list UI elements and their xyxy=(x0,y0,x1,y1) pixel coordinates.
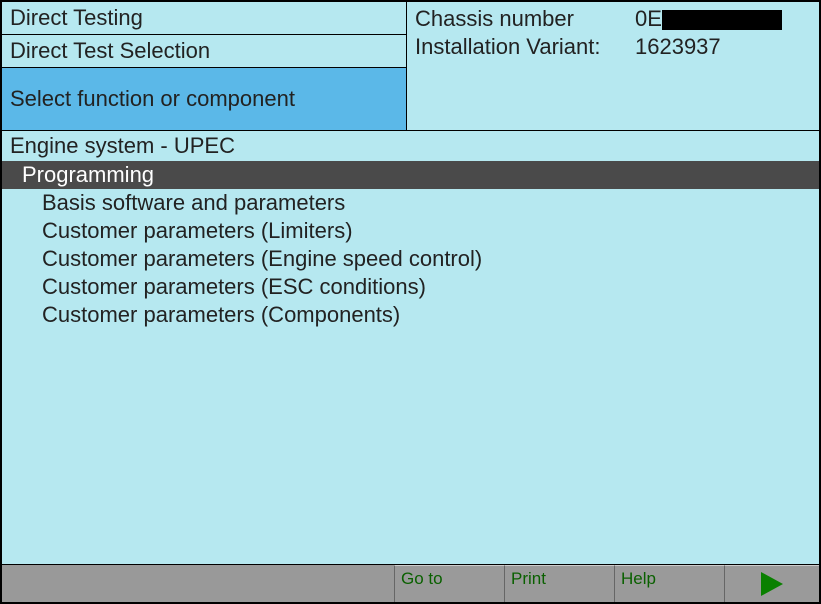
header-right: Chassis number 0E Installation Variant: … xyxy=(407,2,819,130)
section-title: Engine system - UPEC xyxy=(2,131,819,161)
goto-button[interactable]: Go to xyxy=(394,565,504,602)
redacted-block xyxy=(662,10,782,30)
breadcrumb-2[interactable]: Direct Test Selection xyxy=(2,35,407,68)
install-line: Installation Variant: 1623937 xyxy=(415,34,811,60)
breadcrumb-3[interactable]: Select function or component xyxy=(2,68,407,130)
list-item[interactable]: Customer parameters (Components) xyxy=(2,301,819,329)
chassis-label: Chassis number xyxy=(415,6,635,32)
app-window: Direct Testing Direct Test Selection Sel… xyxy=(0,0,821,604)
install-value: 1623937 xyxy=(635,34,811,60)
breadcrumb-1[interactable]: Direct Testing xyxy=(2,2,407,35)
chassis-line: Chassis number 0E xyxy=(415,6,811,32)
chassis-value-text: 0E xyxy=(635,6,662,31)
bottom-spacer xyxy=(2,565,394,602)
function-list: ProgrammingBasis software and parameters… xyxy=(2,161,819,564)
list-item[interactable]: Basis software and parameters xyxy=(2,189,819,217)
play-button[interactable] xyxy=(724,565,819,602)
list-item[interactable]: Programming xyxy=(2,161,819,189)
play-icon xyxy=(761,572,783,596)
list-item[interactable]: Customer parameters (Engine speed contro… xyxy=(2,245,819,273)
bottom-bar: Go to Print Help xyxy=(2,564,819,602)
header: Direct Testing Direct Test Selection Sel… xyxy=(2,2,819,131)
list-item[interactable]: Customer parameters (ESC conditions) xyxy=(2,273,819,301)
chassis-value: 0E xyxy=(635,6,811,32)
help-button[interactable]: Help xyxy=(614,565,724,602)
header-left: Direct Testing Direct Test Selection Sel… xyxy=(2,2,407,130)
list-item[interactable]: Customer parameters (Limiters) xyxy=(2,217,819,245)
print-button[interactable]: Print xyxy=(504,565,614,602)
content: Engine system - UPEC ProgrammingBasis so… xyxy=(2,131,819,564)
install-label: Installation Variant: xyxy=(415,34,635,60)
